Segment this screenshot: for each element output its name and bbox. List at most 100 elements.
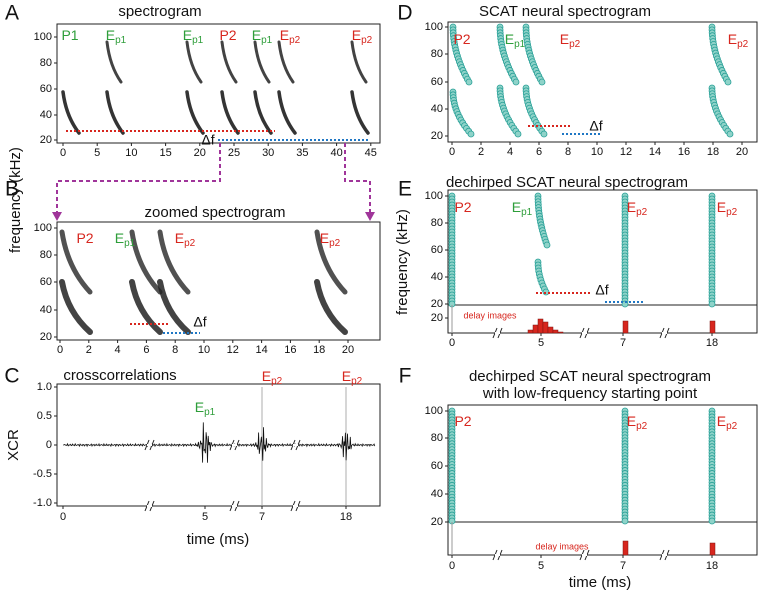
label-base: P2 [219, 27, 236, 43]
sweep [277, 40, 295, 84]
panel-title: SCAT neural spectrogram [479, 3, 651, 20]
delay-label: delay images [463, 310, 517, 320]
sweep [129, 229, 163, 295]
x-tick-label: 20 [194, 147, 206, 159]
x-tick-label: 20 [342, 344, 354, 356]
echo-label: P2 [76, 230, 93, 246]
x-tick-label: 4 [507, 146, 513, 158]
x-tick-label: 8 [172, 344, 178, 356]
label-base: P2 [453, 31, 470, 47]
x-tick-label: 6 [143, 344, 149, 356]
y-tick-label: 60 [40, 83, 52, 95]
x-tick-label: 5 [538, 560, 544, 572]
sweep [157, 279, 191, 335]
label-base: E [106, 27, 115, 43]
echo-label: Ep1 [115, 230, 136, 249]
x-tick-label: 20 [736, 146, 748, 158]
sweep [277, 90, 297, 135]
label-sub: p2 [184, 238, 196, 249]
label-sub: p1 [261, 35, 273, 46]
delay-bar [527, 329, 534, 334]
y-axis-label: frequency (kHz) [394, 209, 411, 315]
neuron-spike [512, 78, 520, 86]
crosscorrelation-trace [62, 422, 376, 463]
sweep [59, 279, 93, 335]
y-tick-label: 20 [431, 130, 443, 142]
echo-label: P2 [453, 31, 470, 47]
label-sub: p1 [521, 207, 533, 218]
neuron-spike [514, 130, 522, 138]
echo-label: Ep2 [320, 230, 341, 249]
y-tick-label: 100 [34, 31, 52, 43]
panel-letter: C [4, 365, 19, 388]
echo-label: Ep2 [717, 413, 738, 432]
label-base: E [183, 27, 192, 43]
delay-bar [537, 318, 544, 334]
label-base: E [505, 31, 514, 47]
delay-bar [552, 329, 559, 334]
x-axis-label: time (ms) [187, 531, 250, 548]
echo-label: Ep1 [512, 199, 533, 218]
label-sub: p2 [361, 35, 373, 46]
y-tick-label: 80 [431, 217, 443, 229]
y-tick-label: 0.5 [37, 410, 52, 422]
x-tick-label: 18 [707, 146, 719, 158]
neuron-spike [708, 517, 716, 525]
echo-label: P2 [219, 27, 236, 43]
echo-label: Ep1 [505, 31, 526, 50]
neuron-spike [708, 300, 716, 308]
sweep [105, 90, 125, 135]
label-base: E [717, 413, 726, 429]
panel-letter: D [397, 2, 412, 25]
sweep [129, 279, 163, 335]
panel-title: with low-frequency starting point [482, 385, 698, 402]
panel-title: spectrogram [118, 3, 201, 20]
x-tick-label: 18 [340, 511, 352, 523]
x-tick-label: 15 [159, 147, 171, 159]
plot-frame [447, 189, 758, 334]
x-tick-label: 14 [649, 146, 661, 158]
label-base: E [560, 31, 569, 47]
zoom-connector [344, 143, 371, 214]
x-tick-label: 5 [538, 337, 544, 349]
label-sub: p2 [636, 207, 648, 218]
delta-label: Δf [193, 314, 206, 330]
label-base: E [627, 199, 636, 215]
label-base: P2 [454, 199, 471, 215]
plot-frame [447, 404, 758, 556]
x-tick-label: 0 [449, 146, 455, 158]
delay-bar [557, 331, 564, 334]
y-tick-label: 60 [431, 244, 443, 256]
x-axis-label: time (ms) [569, 574, 632, 591]
echo-label: Ep1 [106, 27, 127, 46]
panel-letter: E [398, 178, 412, 201]
sweep [350, 40, 368, 84]
echo-label: Ep2 [560, 31, 581, 50]
echo-label: P1 [61, 27, 78, 43]
label-sub: p1 [115, 35, 127, 46]
echo-label: Ep2 [627, 413, 648, 432]
delay-bar [709, 542, 716, 556]
sweep [350, 90, 370, 135]
x-tick-label: 10 [591, 146, 603, 158]
echo-label: Ep2 [728, 31, 749, 50]
neuron-spike [724, 78, 732, 86]
label-sub: p1 [204, 407, 216, 418]
y-tick-label: 100 [425, 190, 443, 202]
delta-label: Δf [201, 132, 214, 148]
x-tick-label: 7 [259, 511, 265, 523]
x-tick-label: 4 [115, 344, 121, 356]
y-tick-label: 100 [34, 222, 52, 234]
y-tick-label: -0.5 [33, 468, 52, 480]
sweep [220, 90, 240, 135]
label-base: E [717, 199, 726, 215]
delay-bar [542, 321, 549, 334]
x-tick-label: 18 [706, 560, 718, 572]
delta-label: Δf [595, 282, 608, 298]
label-base: P1 [61, 27, 78, 43]
y-tick-label: 40 [40, 109, 52, 121]
y-tick-label: 80 [40, 57, 52, 69]
label-base: E [195, 399, 204, 415]
x-tick-label: 0 [449, 560, 455, 572]
label-base: E [320, 230, 329, 246]
